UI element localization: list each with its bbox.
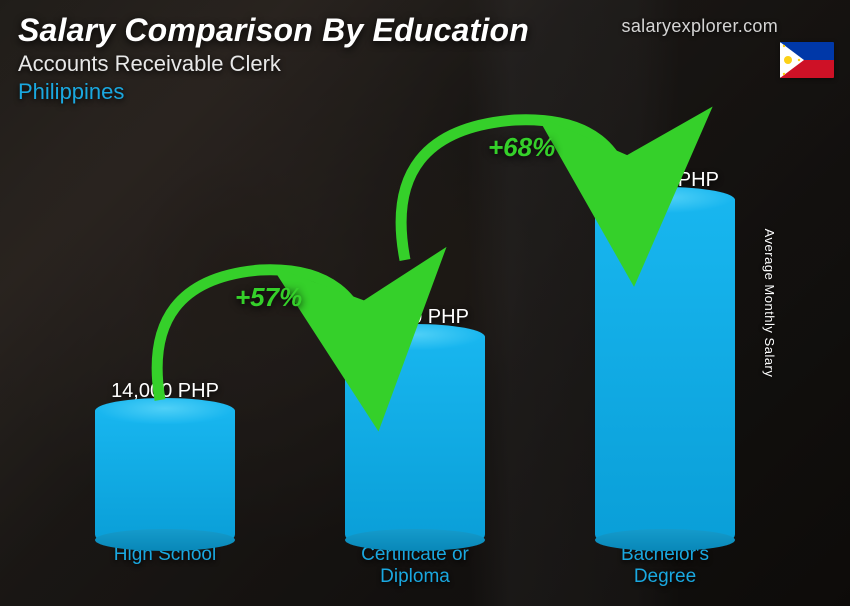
country-label: Philippines xyxy=(18,79,832,105)
job-subtitle: Accounts Receivable Clerk xyxy=(18,51,832,77)
increment-label-2: +68% xyxy=(488,132,555,163)
y-axis-label: Average Monthly Salary xyxy=(762,229,777,378)
bar xyxy=(95,411,235,540)
philippines-flag-icon xyxy=(780,42,834,78)
watermark-brand: salaryexplorer.com xyxy=(622,16,778,37)
bar-chart: +57% +68% 14,000 PHP22,000 PHP36,900 PHP… xyxy=(40,130,790,588)
increment-label-1: +57% xyxy=(235,282,302,313)
